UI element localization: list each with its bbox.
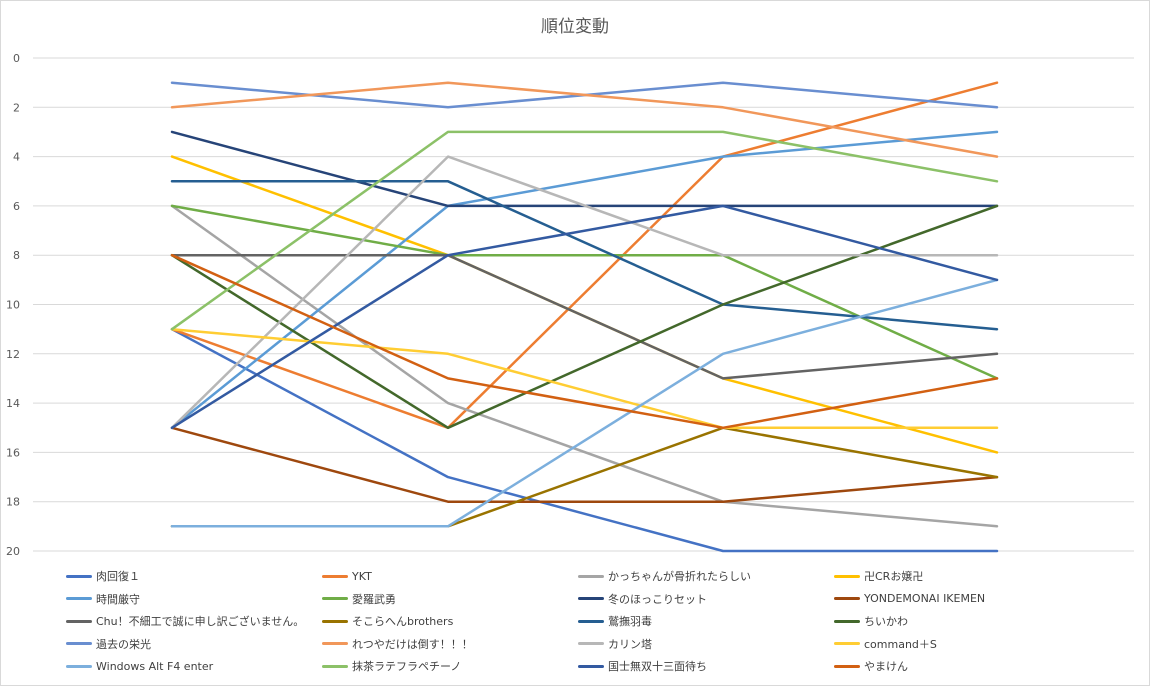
series-line-2 xyxy=(170,81,999,430)
y-tick-label: 10 xyxy=(6,299,20,312)
legend-label: 卍CRお嬢卍 xyxy=(864,570,924,583)
legend-label: 愛羅武勇 xyxy=(352,592,396,606)
legend-item: command＋S xyxy=(834,634,937,654)
legend-swatch xyxy=(578,619,604,623)
legend-label: 抹茶ラテフラペチーノ xyxy=(352,660,462,673)
legend-swatch xyxy=(66,597,92,600)
legend-item: カリン塔 xyxy=(578,634,652,654)
legend-label: YONDEMONAI IKEMEN xyxy=(864,592,986,605)
legend-label: かっちゃんが骨折れたらしい xyxy=(608,570,751,583)
legend-item: 冬のほっこりセット xyxy=(578,589,707,609)
legend-item: Windows Alt F4 enter xyxy=(66,656,213,676)
legend-label: command＋S xyxy=(864,637,937,651)
series-line-3 xyxy=(170,204,999,528)
legend-swatch xyxy=(322,619,348,623)
y-tick-label: 0 xyxy=(13,52,20,65)
series-line-18 xyxy=(170,130,999,331)
legend-label: 過去の栄光 xyxy=(96,637,151,651)
legend-swatch xyxy=(578,664,604,668)
legend-swatch xyxy=(834,642,860,645)
y-tick-label: 8 xyxy=(13,249,20,262)
legend-swatch xyxy=(834,574,860,578)
legend-swatch xyxy=(578,642,604,645)
legend-swatch xyxy=(322,664,348,668)
legend-item: 鷲撫羽毒 xyxy=(578,611,652,631)
y-tick-label: 12 xyxy=(6,348,20,361)
legend-swatch xyxy=(66,642,92,645)
legend-item: 抹茶ラテフラペチーノ xyxy=(322,656,461,676)
legend-swatch xyxy=(66,574,92,578)
legend-item: 時間厳守 xyxy=(66,589,140,609)
legend-item: Chu！不細工で誠に申し訳ございません。 xyxy=(66,611,304,631)
series-line-16 xyxy=(170,327,999,430)
legend-item: れつやだけは倒す！！！ xyxy=(322,634,473,654)
legend-swatch xyxy=(66,664,92,668)
series-line-15 xyxy=(170,155,999,430)
line-chart: 0 2 4 6 8 10 12 14 16 18 20 xyxy=(6,52,1134,558)
legend-item: YONDEMONAI IKEMEN xyxy=(834,589,985,609)
legend-swatch xyxy=(834,664,860,668)
legend-item: 愛羅武勇 xyxy=(322,589,396,609)
series-line-10 xyxy=(170,426,999,528)
y-tick-label: 4 xyxy=(13,151,20,164)
y-tick-label: 20 xyxy=(6,545,20,558)
series-line-5 xyxy=(170,130,999,430)
legend-label: ちいかわ xyxy=(864,615,908,628)
y-tick-label: 6 xyxy=(13,200,20,213)
legend-item: 卍CRお嬢卍 xyxy=(834,566,923,586)
legend-label: 肉回復１ xyxy=(96,570,140,583)
chart-title: 順位変動 xyxy=(541,17,609,37)
legend-label: れつやだけは倒す！！！ xyxy=(352,637,473,651)
series-line-9 xyxy=(170,253,999,380)
legend-swatch xyxy=(322,642,348,645)
series-line-19 xyxy=(170,204,999,430)
legend-item: かっちゃんが骨折れたらしい xyxy=(578,566,751,586)
legend-item: 肉回復１ xyxy=(66,566,140,586)
legend-label: YKT xyxy=(352,569,372,583)
legend-swatch xyxy=(322,574,348,578)
series-line-20 xyxy=(170,253,999,430)
legend-swatch xyxy=(578,597,604,600)
legend-item: そこらへんbrothers xyxy=(322,611,453,631)
legend-swatch xyxy=(578,574,604,578)
legend-label: 時間厳守 xyxy=(96,592,140,606)
legend-label: 鷲撫羽毒 xyxy=(608,615,652,628)
series-line-14 xyxy=(170,81,999,158)
series-line-1 xyxy=(170,327,999,553)
legend-item: 過去の栄光 xyxy=(66,634,151,654)
legend-item: 国士無双十三面待ち xyxy=(578,656,707,676)
legend-swatch xyxy=(834,619,860,623)
legend-label: Chu！不細工で誠に申し訳ございません。 xyxy=(96,615,305,628)
series-line-8 xyxy=(170,426,999,503)
legend-label: やまけん xyxy=(864,660,908,673)
legend-label: Windows Alt F4 enter xyxy=(96,659,214,673)
y-tick-label: 18 xyxy=(6,496,20,509)
legend-item: YKT xyxy=(322,566,372,586)
legend-label: そこらへんbrothers xyxy=(352,615,454,628)
legend-swatch xyxy=(834,597,860,600)
legend-swatch xyxy=(322,597,348,600)
legend-item: ちいかわ xyxy=(834,611,908,631)
legend-item: やまけん xyxy=(834,656,908,676)
series-line-17 xyxy=(170,278,999,528)
y-tick-label: 16 xyxy=(6,446,20,459)
legend-label: カリン塔 xyxy=(608,637,652,651)
legend-label: 冬のほっこりセット xyxy=(608,592,707,606)
y-tick-label: 14 xyxy=(6,397,20,410)
y-tick-label: 2 xyxy=(13,101,20,114)
legend-label: 国士無双十三面待ち xyxy=(608,660,707,673)
legend-swatch xyxy=(66,619,92,623)
